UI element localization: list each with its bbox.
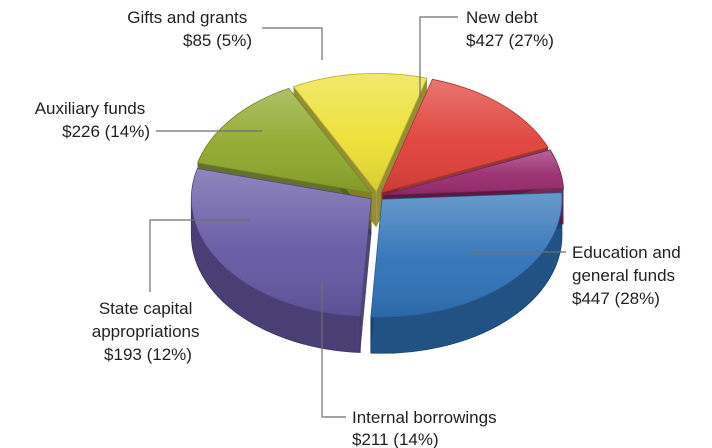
label-state: State capital appropriations $193 (12%) [92, 299, 204, 364]
leader-line-gifts [262, 27, 323, 60]
pie-tops [190, 73, 564, 318]
pie-slice-gloss-gifts-and-grants [383, 149, 564, 196]
label-education: Education and general funds $447 (28%) [572, 243, 685, 308]
pie-cut-education-and-general-funds-0 [360, 198, 372, 353]
leader-line-state [149, 219, 250, 292]
slice-labels: New debt $427 (27%) Education and genera… [35, 8, 685, 448]
leader-line-internal [321, 282, 346, 418]
label-new-debt: New debt $427 (27%) [466, 8, 554, 50]
pie-slice-gloss-auxiliary-funds [380, 78, 549, 194]
pie-slice-gloss-new-debt [370, 192, 563, 318]
leader-line-new-debt [419, 16, 458, 98]
pie-slice-gloss-internal-borrowings [196, 87, 373, 194]
label-gifts: Gifts and grants $85 (5%) [127, 8, 252, 50]
leader-lines [149, 16, 566, 418]
label-internal: Internal borrowings $211 (14%) [352, 408, 501, 448]
label-auxiliary: Auxiliary funds $226 (14%) [35, 99, 150, 141]
pie-slice-gloss-state-capital-appropriations [292, 73, 428, 193]
